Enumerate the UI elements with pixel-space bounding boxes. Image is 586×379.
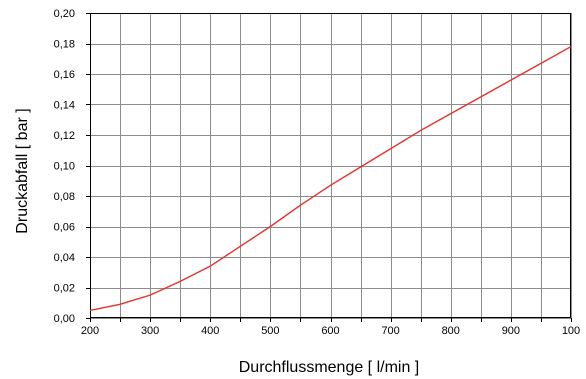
x-tick-label: 800 (442, 325, 460, 337)
y-axis-title: Druckabfall [ bar ] (14, 108, 31, 233)
grid (90, 13, 572, 319)
y-tick-label: 0,06 (54, 222, 75, 234)
series-line (89, 45, 572, 312)
y-tick-label: 0,20 (54, 8, 75, 20)
x-tick-label: 200 (81, 325, 99, 337)
y-tick-label: 0,16 (54, 69, 75, 81)
x-tick-label: 100 (562, 325, 580, 337)
x-tick-label: 400 (201, 325, 219, 337)
y-tick-labels: 0,00 0,02 0,04 0,06 0,08 0,10 0,12 0,14 0,16 0,18… (54, 8, 75, 325)
x-tick-labels: 200 300 400 500 600 700 800 900 100 (81, 325, 580, 337)
x-tick-label: 600 (321, 325, 339, 337)
axes (86, 13, 572, 322)
x-tick-label: 700 (381, 325, 399, 337)
y-tick-label: 0,04 (54, 252, 75, 264)
y-tick-label: 0,12 (54, 130, 75, 142)
y-tick-label: 0,08 (54, 191, 75, 203)
y-tick-label: 0,00 (54, 313, 75, 325)
x-axis-title: Durchflussmenge [ l/min ] (239, 359, 420, 376)
y-tick-label: 0,14 (54, 100, 75, 112)
y-tick-label: 0,10 (54, 161, 75, 173)
x-tick-label: 900 (502, 325, 520, 337)
plot-frame (90, 13, 571, 318)
x-tick-label: 300 (141, 325, 159, 337)
series-layer (89, 45, 572, 312)
x-tick-label: 500 (261, 325, 279, 337)
y-tick-label: 0,02 (54, 283, 75, 295)
y-tick-label: 0,18 (54, 39, 75, 51)
